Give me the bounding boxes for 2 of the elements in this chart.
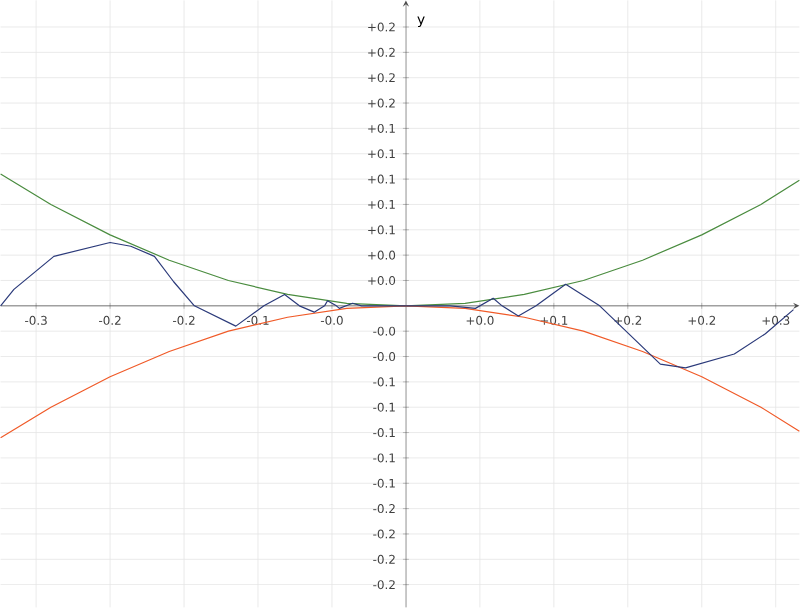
line-series <box>0 173 800 307</box>
line-series <box>0 305 800 439</box>
